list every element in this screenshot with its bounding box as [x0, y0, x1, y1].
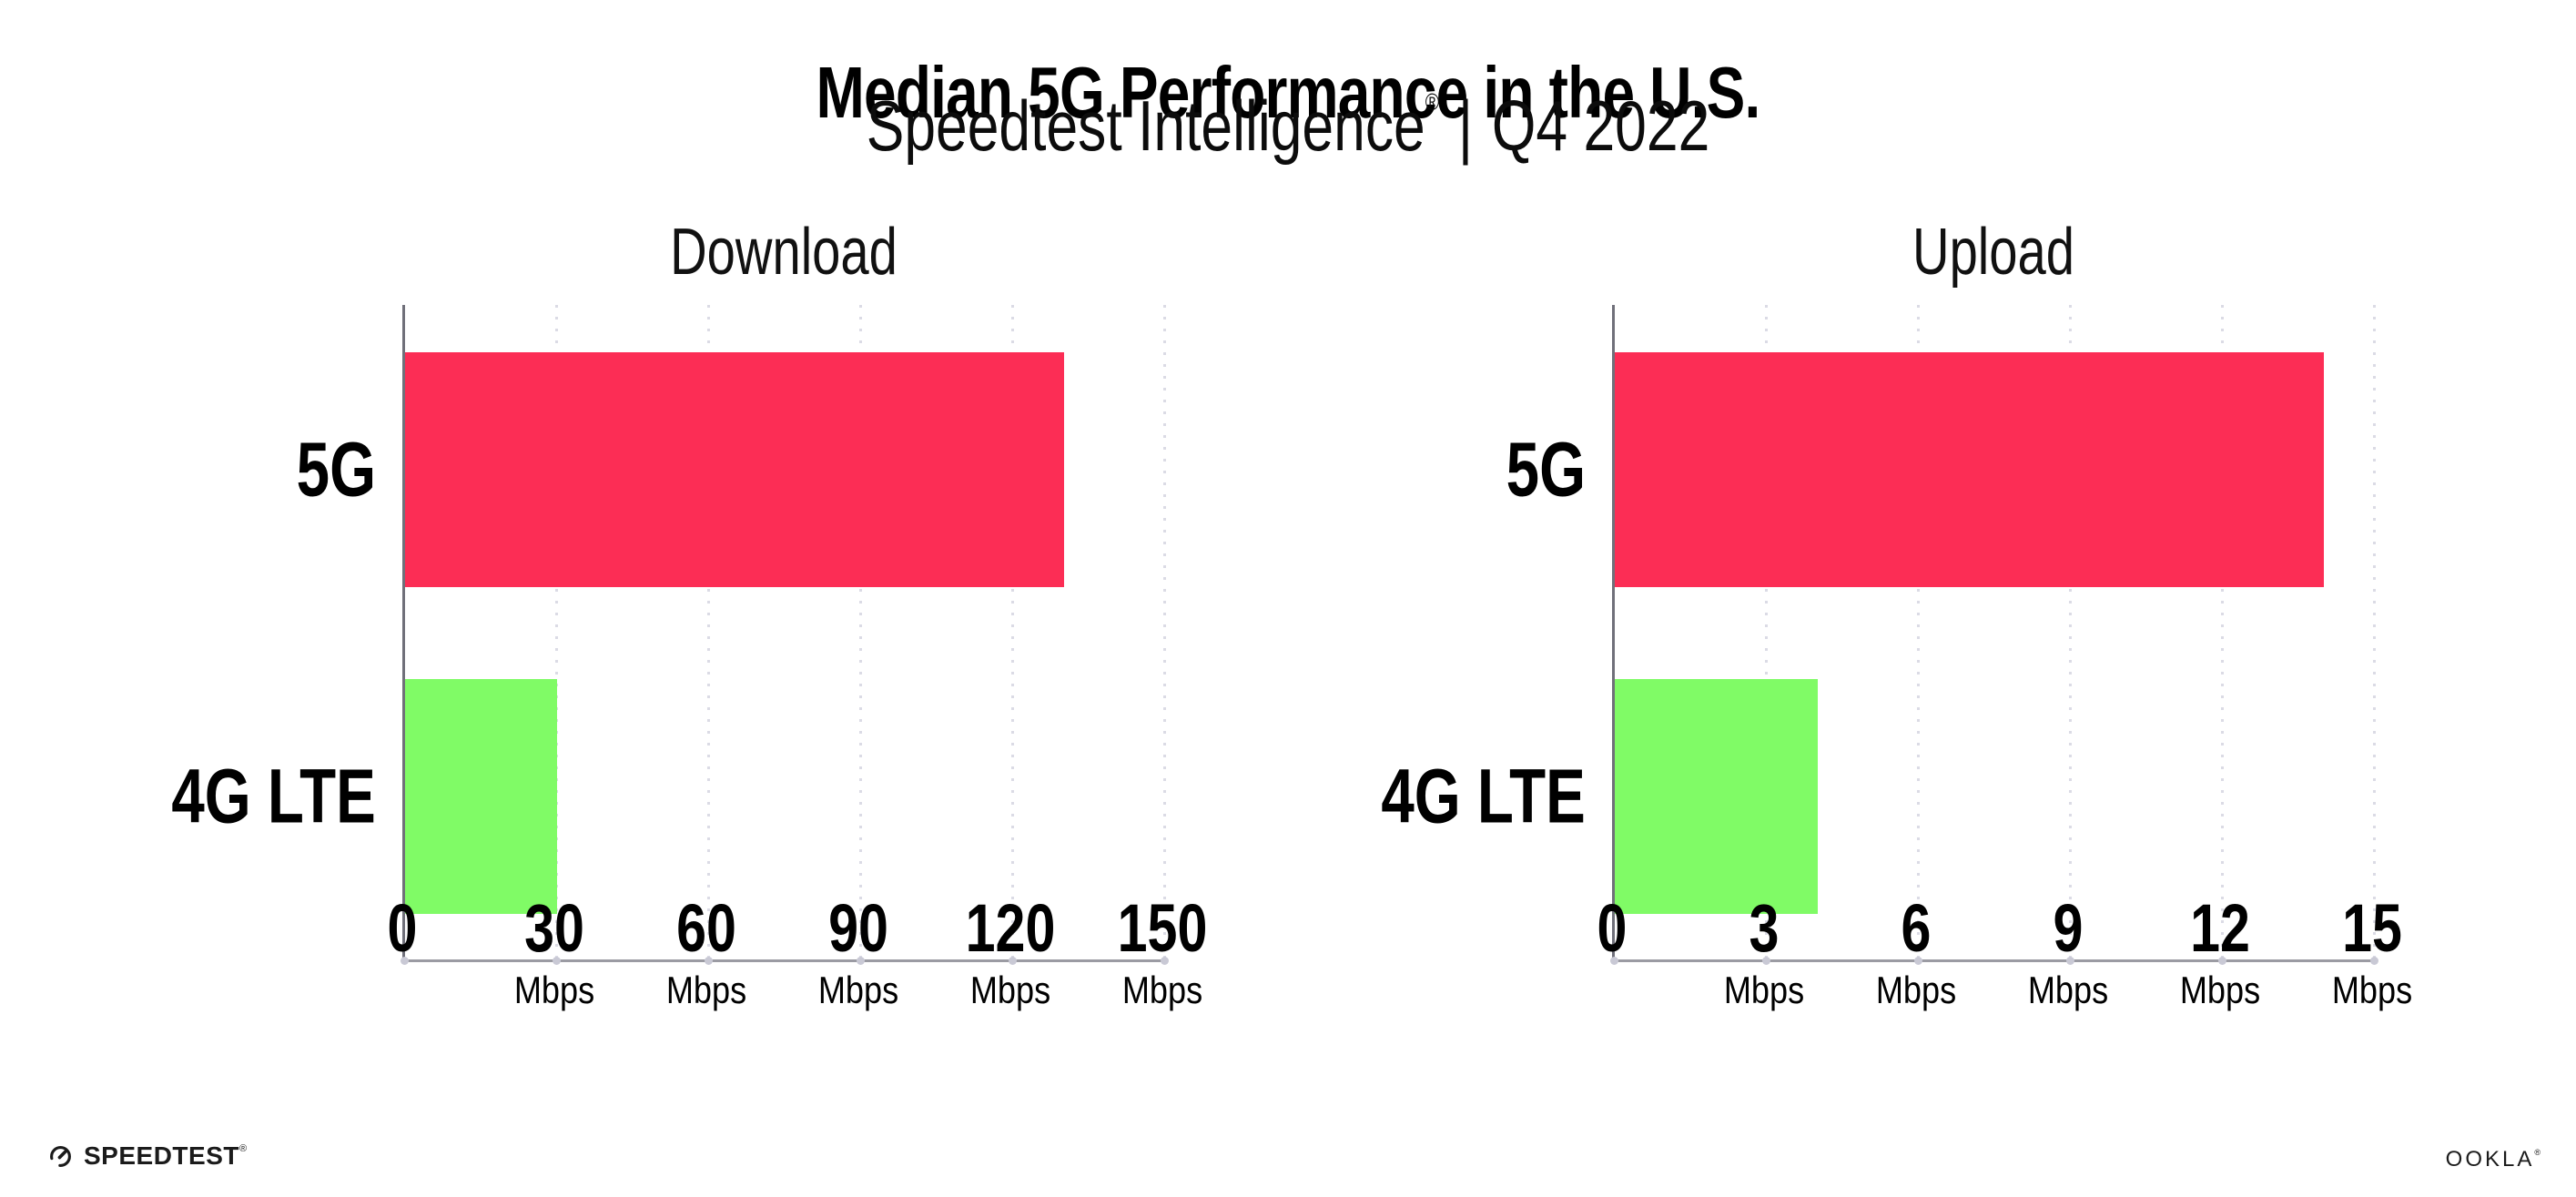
- axis-tick-dot: [705, 957, 713, 965]
- x-tick-0: 0: [383, 895, 421, 962]
- category-label-4g-lte: 4G LTE: [171, 753, 376, 839]
- x-tick-3: 3 Mbps: [1718, 895, 1811, 1009]
- gridline-60: [707, 305, 710, 959]
- x-tick-unit: Mbps: [1121, 969, 1203, 1011]
- gridline-150: [1163, 305, 1166, 959]
- download-chart: Download 5G 4G LTE 0 30 Mbps 60 Mbps 90 Mbps 120…: [172, 209, 1208, 1129]
- x-tick-unit: Mbps: [2331, 969, 2413, 1011]
- gridline-6: [1917, 305, 1920, 959]
- gridline-120: [1011, 305, 1014, 959]
- gridline-9: [2069, 305, 2072, 959]
- registered-mark: ®: [1425, 88, 1440, 116]
- x-tick-value: 60: [676, 890, 736, 966]
- x-tick-value: 90: [828, 890, 888, 966]
- x-tick-9: 9 Mbps: [2022, 895, 2115, 1009]
- gridline-15: [2373, 305, 2376, 959]
- x-tick-value: 9: [2053, 890, 2084, 966]
- upload-chart: Upload 5G 4G LTE 0 3 Mbps 6 Mbps 9 Mbps 12 Mbps 15…: [1382, 209, 2413, 1129]
- x-tick-value: 12: [2190, 890, 2250, 966]
- axis-tick-dot: [1610, 957, 1618, 965]
- download-x-axis: 0 30 Mbps 60 Mbps 90 Mbps 120 Mbps 150 Mbps: [388, 895, 1208, 1050]
- bar-5g: [405, 352, 1064, 587]
- category-label-5g: 5G: [1506, 426, 1586, 512]
- x-tick-value: 30: [524, 890, 584, 966]
- bar-5g: [1615, 352, 2325, 587]
- x-tick-30: 30 Mbps: [508, 895, 602, 1009]
- upload-plot-area: 5G 4G LTE: [1382, 305, 2378, 965]
- x-tick-unit: Mbps: [817, 969, 899, 1011]
- download-chart-title: Download: [670, 216, 898, 289]
- upload-chart-title: Upload: [1912, 216, 2074, 289]
- axis-tick-dot: [1762, 957, 1770, 965]
- ookla-logo: OOKLA®: [2446, 1149, 2543, 1171]
- x-tick-unit: Mbps: [665, 969, 747, 1011]
- x-tick-unit: Mbps: [2027, 969, 2109, 1011]
- download-plot-area: 5G 4G LTE: [172, 305, 1169, 965]
- gridline-12: [2221, 305, 2224, 959]
- axis-tick-dot: [553, 957, 561, 965]
- x-tick-60: 60 Mbps: [660, 895, 754, 1009]
- x-tick-unit: Mbps: [2179, 969, 2261, 1011]
- page-subtitle: Speedtest Intelligence® | Q4 2022: [258, 86, 2318, 166]
- x-tick-value: 15: [2342, 890, 2402, 966]
- registered-mark: ®: [238, 1143, 248, 1154]
- ookla-wordmark: OOKLA: [2445, 1147, 2535, 1172]
- axis-tick-dot: [857, 957, 865, 965]
- axis-tick-dot: [1914, 957, 1922, 965]
- gridline-30: [555, 305, 558, 959]
- axis-tick-dot: [2370, 957, 2378, 965]
- subtitle-period: Q4 2022: [1491, 86, 1710, 166]
- axis-tick-dot: [1009, 957, 1017, 965]
- bar-4g-lte: [405, 679, 557, 914]
- x-tick-value: 6: [1901, 890, 1932, 966]
- bar-4g-lte: [1615, 679, 1818, 914]
- subtitle-separator: |: [1457, 86, 1474, 166]
- gridline-90: [859, 305, 862, 959]
- gridline-3: [1765, 305, 1768, 959]
- x-tick-value: 120: [965, 890, 1056, 966]
- x-tick-unit: Mbps: [1723, 969, 1805, 1011]
- x-tick-unit: Mbps: [513, 969, 595, 1011]
- x-tick-unit: Mbps: [1875, 969, 1957, 1011]
- x-tick-6: 6 Mbps: [1870, 895, 1963, 1009]
- axis-tick-dot: [2218, 957, 2226, 965]
- axis-tick-dot: [2066, 957, 2074, 965]
- x-tick-unit: Mbps: [969, 969, 1051, 1011]
- x-tick-0: 0: [1593, 895, 1630, 962]
- subtitle-brand: Speedtest Intelligence: [866, 86, 1425, 166]
- speedtest-logo: SPEEDTEST®: [49, 1143, 248, 1169]
- speedometer-gauge-icon: [50, 1145, 71, 1167]
- upload-x-axis: 0 3 Mbps 6 Mbps 9 Mbps 12 Mbps 15 Mbps: [1597, 895, 2413, 1050]
- category-label-5g: 5G: [296, 426, 376, 512]
- x-tick-value: 0: [1597, 890, 1628, 966]
- axis-tick-dot: [1161, 957, 1169, 965]
- category-label-4g-lte: 4G LTE: [1381, 753, 1586, 839]
- x-tick-15: 15 Mbps: [2326, 895, 2419, 1009]
- speedtest-wordmark: SPEEDTEST®: [84, 1141, 248, 1170]
- x-tick-12: 12 Mbps: [2174, 895, 2267, 1009]
- x-tick-90: 90 Mbps: [812, 895, 906, 1009]
- x-tick-120: 120 Mbps: [954, 895, 1066, 1009]
- x-tick-value: 3: [1749, 890, 1780, 966]
- axis-tick-dot: [401, 957, 409, 965]
- x-tick-150: 150 Mbps: [1106, 895, 1218, 1009]
- x-tick-value: 150: [1117, 890, 1208, 966]
- registered-mark: ®: [2534, 1148, 2543, 1157]
- x-tick-value: 0: [387, 890, 418, 966]
- page-title: Median 5G Performance in the U.S.: [816, 51, 1761, 133]
